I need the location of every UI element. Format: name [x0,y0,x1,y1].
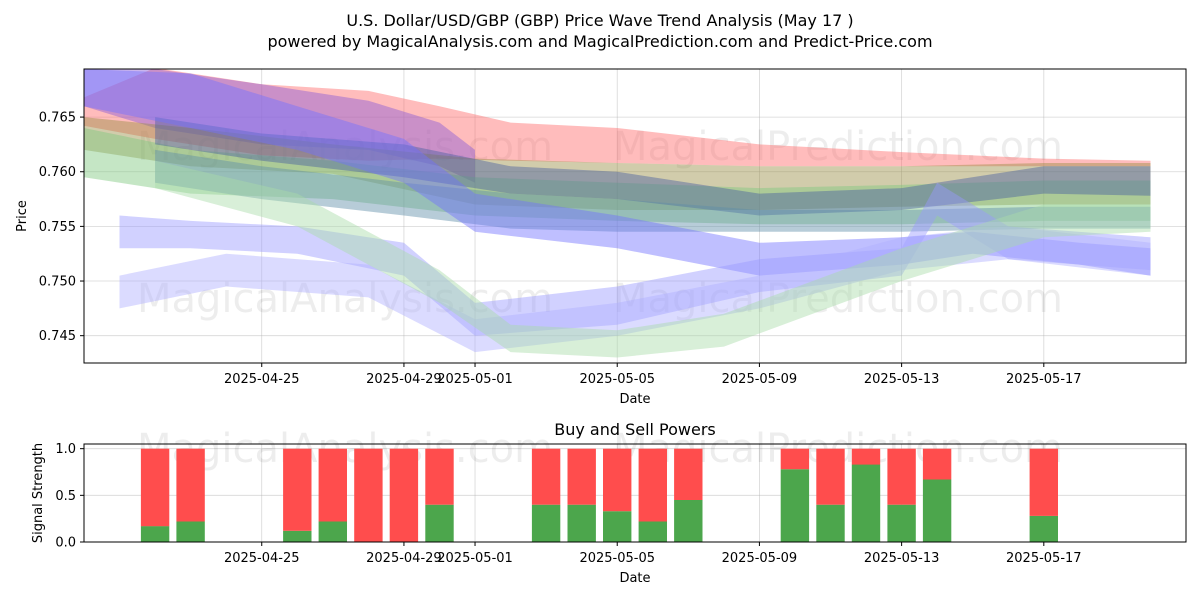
chart-title: U.S. Dollar/USD/GBP (GBP) Price Wave Tre… [346,11,853,30]
sell-bar [816,448,845,505]
buy-bar [318,521,347,542]
watermark-prediction-2: MagicalPrediction.com [613,276,1063,322]
buy-bar [140,526,170,542]
buy-bar [674,500,703,542]
sell-bar [389,448,419,542]
sell-bar [140,448,170,527]
buy-bar [176,521,205,542]
watermark-prediction: MagicalPrediction.com [613,124,1063,170]
buy-bar [567,504,596,542]
sell-bar [531,448,561,505]
price-y-tick-label: 0.745 [39,329,76,344]
signal-x-tick-label: 2025-04-25 [224,551,300,566]
sell-bar [567,448,596,505]
price-y-ticks: 0.745 0.750 0.755 0.760 0.765 [39,111,84,344]
buy-bar [887,504,916,542]
price-band-teal-band [155,149,1151,232]
signal-x-tick-label: 2025-04-29 [366,551,442,566]
price-band-red-band [84,69,1151,167]
sell-bar [176,448,205,522]
price-x-tick-label: 2025-05-17 [1006,372,1082,387]
watermark-analysis: MagicalAnalysis.com [137,124,553,170]
sell-bar [674,448,703,500]
price-x-tick-label: 2025-05-01 [437,372,513,387]
price-x-tick-label: 2025-05-09 [722,372,798,387]
signal-panel: Buy and Sell Powers MagicalAnalysis.com … [31,420,1187,586]
price-band-dark-blue-band [155,117,1151,216]
chart-subtitle: powered by MagicalAnalysis.com and Magic… [267,32,932,51]
buy-bar [425,504,454,542]
buy-bar [780,469,810,542]
sell-bar [851,448,881,465]
signal-x-tick-label: 2025-05-05 [579,551,655,566]
price-panel: MagicalAnalysis.com MagicalPrediction.co… [15,68,1187,407]
price-x-tick-label: 2025-04-25 [224,372,300,387]
price-x-tick-label: 2025-05-13 [864,372,940,387]
price-y-tick-label: 0.765 [39,111,76,126]
buy-bar [922,479,952,542]
sell-bar [283,448,312,531]
price-band-blue-band-1 [84,69,1151,276]
signal-title: Buy and Sell Powers [554,420,716,439]
signal-x-tick-label: 2025-05-17 [1006,551,1082,566]
price-axes-frame [83,68,1187,364]
buy-bar [851,464,881,542]
signal-x-tick-label: 2025-05-13 [864,551,940,566]
buy-bar [603,511,632,542]
price-y-tick-label: 0.760 [39,165,76,180]
sell-bar [318,448,347,522]
signal-y-tick-label: 1.0 [55,442,76,457]
signal-bars [140,448,1058,542]
price-band-green-band [84,128,1151,225]
buy-bar [638,521,667,542]
sell-bar [1029,448,1058,516]
price-band-olive-band [84,117,1151,210]
signal-y-tick-label: 0.5 [55,489,76,504]
sell-bar [354,448,383,542]
sell-bar [887,448,916,505]
sell-bar [922,448,952,480]
sell-bar [425,448,454,505]
signal-y-ticks: 0.0 0.5 1.0 [55,442,84,551]
price-watermarks: MagicalAnalysis.com MagicalPrediction.co… [137,124,1063,322]
signal-x-tick-label: 2025-05-01 [437,551,513,566]
sell-bar [780,448,810,470]
price-band-blue-band-3 [119,226,1151,353]
price-x-tick-label: 2025-05-05 [579,372,655,387]
signal-x-tick-label: 2025-05-09 [722,551,798,566]
signal-axes-frame [83,443,1187,543]
price-y-tick-label: 0.755 [39,220,76,235]
signal-x-label: Date [619,571,650,586]
signal-y-tick-label: 0.0 [55,536,76,551]
price-band-blue-band-2 [119,182,1151,336]
buy-bar [816,504,845,542]
price-grid [84,69,1186,363]
price-y-label: Price [15,200,30,232]
sell-bar [603,448,632,512]
price-x-tick-label: 2025-04-29 [366,372,442,387]
price-band-light-green-band [155,160,1151,358]
sell-bar [638,448,667,522]
signal-y-label: Signal Strength [31,443,46,543]
buy-bar [531,504,561,542]
price-y-tick-label: 0.750 [39,275,76,290]
price-x-label: Date [619,392,650,407]
price-bands [84,69,1151,358]
buy-bar [283,530,312,542]
price-band-purple-band [84,69,475,183]
buy-bar [1029,515,1058,542]
watermark-analysis-2: MagicalAnalysis.com [137,276,553,322]
